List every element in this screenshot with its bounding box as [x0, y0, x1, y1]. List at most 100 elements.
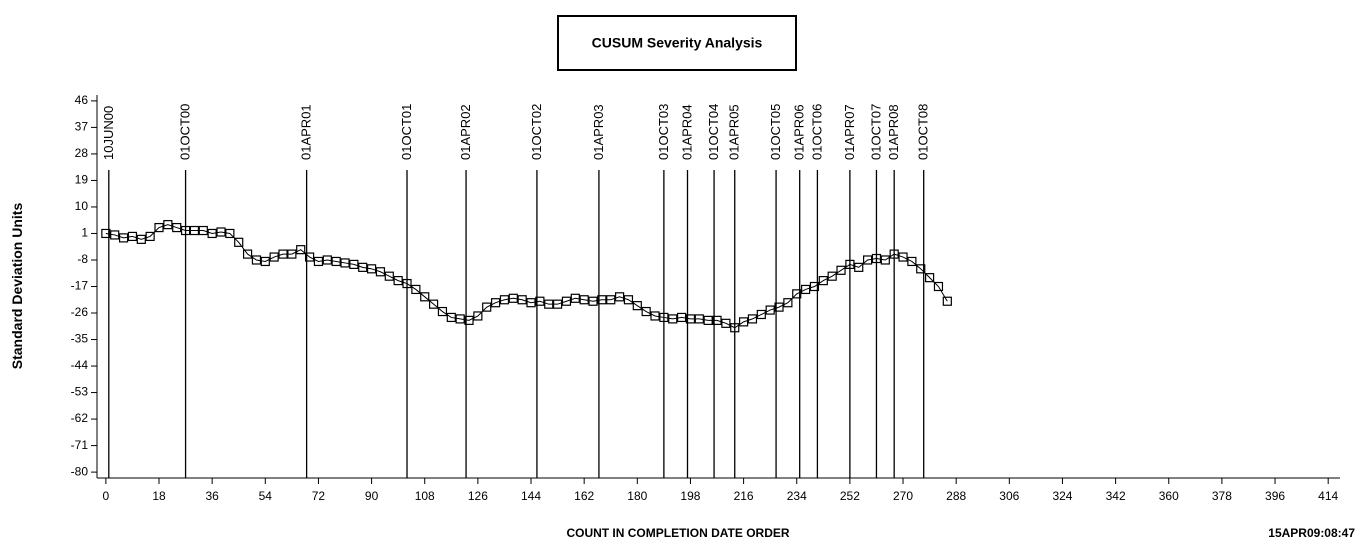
data-point [561, 296, 572, 306]
y-tick-label: 37 [75, 120, 89, 134]
y-tick-label: -53 [71, 385, 89, 399]
data-point [127, 231, 138, 242]
data-point [889, 249, 899, 259]
y-tick-label: 28 [75, 146, 89, 160]
data-point [809, 281, 820, 292]
y-tick-label: 1 [81, 226, 88, 240]
data-point [871, 253, 882, 264]
x-tick-label: 270 [893, 489, 913, 503]
data-point [845, 259, 855, 270]
y-tick-label: -80 [71, 464, 89, 478]
data-point [774, 302, 784, 312]
data-point [659, 312, 669, 323]
data-point [216, 227, 226, 237]
y-tick-label: -17 [71, 279, 89, 293]
data-point [703, 315, 713, 325]
data-point [641, 306, 651, 317]
data-point [942, 296, 952, 306]
data-point [225, 228, 235, 239]
data-point [420, 292, 430, 302]
reference-label: 01APR03 [591, 104, 606, 160]
x-tick-label: 288 [946, 489, 966, 503]
y-axis-label: Standard Deviation Units [9, 203, 25, 370]
data-point [623, 295, 634, 305]
data-point [685, 314, 696, 324]
data-point [163, 220, 173, 230]
data-point [765, 305, 775, 315]
data-point [278, 249, 288, 259]
data-point [898, 252, 908, 262]
data-point [358, 262, 368, 272]
data-point [366, 264, 377, 274]
x-tick-label: 72 [312, 489, 326, 503]
data-point [331, 256, 341, 267]
y-tick-label: -8 [77, 252, 88, 266]
data-point [818, 276, 828, 286]
reference-label: 10JUN00 [101, 106, 116, 160]
data-point [304, 252, 315, 262]
data-point [101, 228, 111, 239]
reference-label: 01APR04 [679, 104, 694, 160]
data-point [340, 258, 350, 268]
data-point [384, 271, 394, 281]
data-point [296, 245, 306, 255]
data-point [668, 314, 678, 324]
y-tick-label: -71 [71, 438, 89, 452]
y-tick-label: -26 [71, 305, 89, 319]
data-point [189, 225, 200, 236]
data-point [136, 234, 146, 244]
data-point [694, 314, 704, 324]
x-tick-label: 252 [840, 489, 860, 503]
data-point [925, 273, 935, 283]
reference-label: 01OCT03 [656, 104, 671, 160]
reference-label: 01OCT06 [809, 104, 824, 160]
data-point [473, 311, 483, 321]
data-point [792, 289, 802, 299]
footnote: 15APR09:08:47 [1268, 526, 1355, 540]
data-point [393, 276, 403, 286]
data-point [863, 255, 873, 265]
reference-label: 01APR07 [842, 104, 857, 160]
data-point [207, 228, 217, 239]
data-point [517, 295, 527, 305]
data-point [375, 267, 386, 277]
data-point [260, 256, 270, 267]
data-point [597, 295, 607, 305]
reference-label: 01APR08 [886, 104, 901, 160]
x-tick-label: 126 [468, 489, 488, 503]
x-tick-label: 360 [1159, 489, 1179, 503]
data-point [632, 301, 642, 311]
reference-label: 01APR06 [792, 104, 807, 160]
data-point [916, 264, 926, 274]
data-point [110, 230, 120, 240]
data-point [836, 265, 846, 275]
x-tick-label: 378 [1212, 489, 1232, 503]
reference-label: 01OCT01 [399, 104, 414, 160]
data-point [783, 298, 793, 308]
data-point [251, 255, 262, 265]
data-point [570, 293, 580, 303]
y-tick-label: -62 [71, 411, 89, 425]
data-point [614, 292, 625, 302]
data-point [854, 262, 864, 272]
data-point [650, 311, 660, 321]
data-point [428, 299, 439, 309]
data-point [606, 295, 616, 305]
y-tick-label: 10 [75, 199, 89, 213]
data-point [437, 306, 448, 317]
x-tick-label: 0 [103, 489, 110, 503]
data-point [712, 315, 722, 325]
data-point [455, 314, 465, 324]
data-point [313, 256, 324, 267]
data-point [198, 225, 208, 236]
x-tick-label: 216 [734, 489, 754, 503]
x-tick-label: 54 [259, 489, 273, 503]
reference-label: 01OCT00 [178, 104, 193, 160]
x-tick-label: 396 [1265, 489, 1285, 503]
x-tick-label: 162 [574, 489, 594, 503]
x-tick-label: 234 [787, 489, 807, 503]
y-tick-label: -35 [71, 332, 89, 346]
reference-label: 01APR05 [727, 104, 742, 160]
x-tick-label: 18 [152, 489, 166, 503]
